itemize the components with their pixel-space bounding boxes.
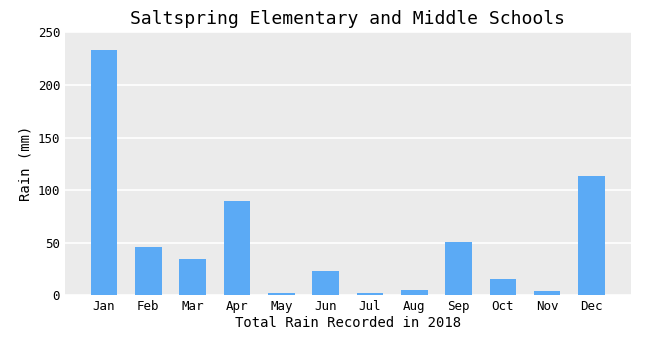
Bar xyxy=(401,290,428,295)
Bar xyxy=(135,247,162,295)
Bar xyxy=(312,271,339,295)
Bar xyxy=(179,260,206,295)
Y-axis label: Rain (mm): Rain (mm) xyxy=(18,126,32,202)
Bar xyxy=(224,201,250,295)
Bar xyxy=(268,293,294,295)
Bar xyxy=(534,291,560,295)
X-axis label: Total Rain Recorded in 2018: Total Rain Recorded in 2018 xyxy=(235,316,461,330)
Title: Saltspring Elementary and Middle Schools: Saltspring Elementary and Middle Schools xyxy=(130,10,566,28)
Bar xyxy=(357,293,384,295)
Bar xyxy=(91,50,117,295)
Bar xyxy=(489,279,516,295)
Bar xyxy=(445,242,472,295)
Bar xyxy=(578,176,604,295)
